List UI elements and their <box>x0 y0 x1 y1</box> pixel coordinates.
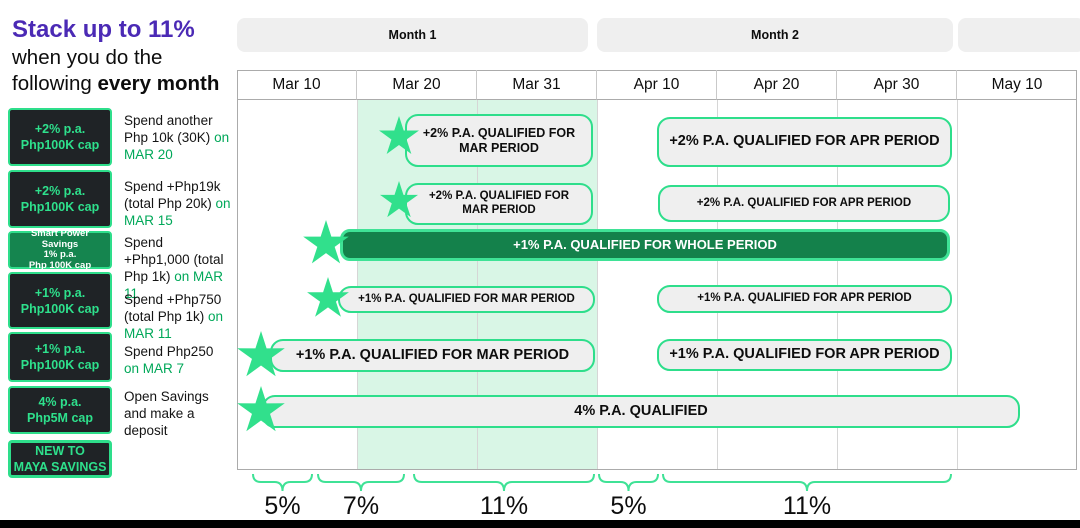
brace-icon <box>252 473 313 492</box>
brace-rate-label: 5% <box>610 492 647 520</box>
qualified-pill-4: +2% P.A. QUALIFIED FOR APR PERIOD <box>658 185 950 222</box>
qualified-pill-3: +2% P.A. QUALIFIED FOR MAR PERIOD <box>405 183 593 225</box>
grid-line <box>477 100 478 469</box>
date-header-mar-31: Mar 31 <box>477 70 597 100</box>
grid-line <box>357 100 358 469</box>
badge-label-line: Php100K cap <box>20 358 100 372</box>
date-header-apr-10: Apr 10 <box>597 70 717 100</box>
brace-rate-label: 5% <box>264 492 301 520</box>
benefit-badge-7: NEW TO MAYA SAVINGS <box>8 440 112 478</box>
benefit-description-1: Spend another Php 10k (30K) on MAR 20 <box>124 112 232 163</box>
brace-icon <box>662 473 952 492</box>
description-date-text: on MAR 20 <box>124 130 230 162</box>
month-bar-1: Month 1 <box>237 18 588 52</box>
brace-icon <box>598 473 659 492</box>
badge-label-line: NEW TO <box>35 444 85 458</box>
benefit-description-5: Spend Php250 on MAR 7 <box>124 343 232 377</box>
description-text: Spend +Php1,000 (total Php 1k) <box>124 235 224 284</box>
qualified-pill-5: +1% P.A. QUALIFIED FOR WHOLE PERIOD <box>340 229 950 261</box>
badge-label-line: 1% p.a. <box>43 249 77 260</box>
date-header-mar-20: Mar 20 <box>357 70 477 100</box>
badge-label-line: Savings <box>41 238 79 250</box>
description-text: Spend +Php19k (total Php 20k) <box>124 179 221 211</box>
benefit-description-2: Spend +Php19k (total Php 20k) on MAR 15 <box>124 178 232 229</box>
qualified-pill-6: +1% P.A. QUALIFIED FOR MAR PERIOD <box>338 286 595 313</box>
badge-label-line: MAYA SAVINGS <box>13 460 107 474</box>
star-icon <box>307 277 349 317</box>
star-icon <box>303 220 349 264</box>
description-date-text: on MAR 7 <box>124 361 185 376</box>
date-header-apr-30: Apr 30 <box>837 70 957 100</box>
qualified-pill-1: +2% P.A. QUALIFIED FOR MAR PERIOD <box>405 114 593 167</box>
benefit-badge-4: +1% p.a. Php100K cap <box>8 272 112 329</box>
brace-icon <box>317 473 405 492</box>
description-text: Spend another Php 10k (30K) <box>124 113 215 145</box>
benefit-badge-1: +2% p.a. Php100K cap <box>8 108 112 166</box>
badge-label-line: +1% p.a. <box>34 285 86 300</box>
badge-label-line: +2% p.a. <box>34 184 86 198</box>
brace-rate-label: 11% <box>479 492 529 520</box>
badge-label-line: Php5M cap <box>27 411 93 425</box>
benefit-description-4: Spend +Php750 (total Php 1k) on MAR 11 <box>124 291 232 342</box>
star-icon <box>237 331 285 377</box>
month-bar-3 <box>958 18 1080 52</box>
grid-line <box>717 100 718 469</box>
brace-rate-label: 11% <box>782 492 832 520</box>
description-text: Open Savings and make a deposit <box>124 389 209 438</box>
qualified-pill-2: +2% P.A. QUALIFIED FOR APR PERIOD <box>657 117 952 167</box>
description-date-text: on MAR 11 <box>124 309 224 341</box>
badge-label-line: Php100K cap <box>20 200 100 214</box>
star-icon <box>379 181 419 218</box>
benefit-badge-2: +2% p.a. Php100K cap <box>8 170 112 228</box>
subtitle-text-1: when you do the <box>12 46 163 69</box>
description-date-text: on MAR 11 <box>124 269 224 301</box>
benefit-badge-5: +1% p.a. Php100K cap <box>8 332 112 382</box>
badge-label-line: Php 100K cap <box>28 259 92 271</box>
badge-label-line: 4% p.a. <box>38 395 82 409</box>
bottom-black-bar <box>0 520 1080 528</box>
qualified-pill-9: +1% P.A. QUALIFIED FOR APR PERIOD <box>657 339 952 371</box>
grid-line <box>837 100 838 469</box>
qualified-pill-10: 4% P.A. QUALIFIED <box>262 395 1020 428</box>
benefit-description-6: Open Savings and make a deposit <box>124 388 232 439</box>
date-header-mar-10: Mar 10 <box>237 70 357 100</box>
description-text: Spend Php250 <box>124 344 214 359</box>
benefit-badge-6: 4% p.a. Php5M cap <box>8 386 112 434</box>
date-header-apr-20: Apr 20 <box>717 70 837 100</box>
month-bar-label: Month 2 <box>751 28 799 42</box>
star-icon <box>379 116 419 154</box>
badge-label-line: Php100K cap <box>20 138 100 152</box>
qualified-pill-8: +1% P.A. QUALIFIED FOR MAR PERIOD <box>270 339 595 372</box>
month-bar-label: Month 1 <box>388 28 437 42</box>
subtitle-line-1: when you do the <box>12 46 162 70</box>
subtitle-text-2: following <box>12 72 98 95</box>
badge-label-line: Smart Power <box>30 228 90 239</box>
brace-icon <box>413 473 595 492</box>
benefit-badge-3: Smart Power Savings 1% p.a. Php 100K cap <box>8 228 112 271</box>
brace-rate-label: 7% <box>342 492 380 520</box>
benefit-description-3: Spend +Php1,000 (total Php 1k) on MAR 11 <box>124 234 232 302</box>
badge-label-line: Php100K cap <box>20 301 100 316</box>
description-date-text: on MAR 15 <box>124 196 231 228</box>
page-title: Stack up to 11% <box>12 16 195 43</box>
badge-label-line: +2% p.a. <box>34 122 86 136</box>
star-icon <box>237 386 285 432</box>
grid-line <box>597 100 598 469</box>
grid-line <box>957 100 958 469</box>
subtitle-line-2: following every month <box>12 72 219 96</box>
description-text: Spend +Php750 (total Php 1k) <box>124 292 222 324</box>
month-bar-2: Month 2 <box>597 18 953 52</box>
qualified-pill-7: +1% P.A. QUALIFIED FOR APR PERIOD <box>657 285 952 313</box>
subtitle-text-2-bold: every month <box>97 72 220 95</box>
date-header-may-10: May 10 <box>957 70 1077 100</box>
badge-label-line: +1% p.a. <box>34 342 86 356</box>
